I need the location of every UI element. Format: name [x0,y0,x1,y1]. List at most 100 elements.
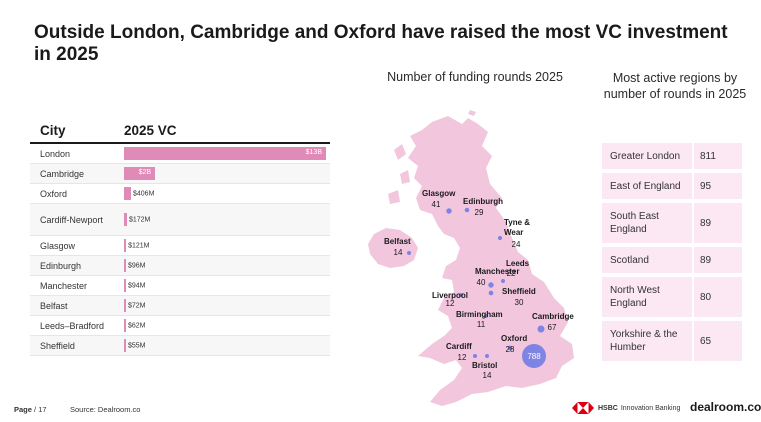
region-name: East of England [602,173,694,199]
bubble-city-label: Birmingham [456,310,503,319]
regions-title: Most active regions by number of rounds … [603,71,747,101]
region-row: Greater London 811 [602,143,742,169]
northern-ireland-shape [368,228,418,268]
hsbc-name: HSBC [598,404,618,412]
bubble-manchester [488,282,494,288]
region-row: South East England 89 [602,203,742,243]
bubble-value-label: 788 [527,352,541,361]
region-row: Scotland 89 [602,247,742,273]
region-value: 95 [700,180,712,192]
city-name: Glasgow [40,240,76,251]
bubble-value-label: 14 [483,371,492,380]
region-row: Yorkshire & the Humber 65 [602,321,742,361]
table-row: Cardiff-Newport $172M [30,204,330,236]
table-row: Sheffield $55M [30,336,330,356]
bubble-value-label: 12 [446,299,455,308]
page-label: Page [14,405,32,414]
bubble-city-label: Belfast [384,237,411,246]
bubble-value-label: 22 [507,269,516,278]
bubble-city-label: Oxford [501,334,527,343]
bubble-belfast [407,251,411,255]
regions-table: Greater London 811 East of England 95 South … [602,143,742,361]
region-value: 811 [700,150,716,162]
city-name: Belfast [40,300,68,311]
hsbc-subtitle: Innovation Banking [620,404,681,412]
table-row: Leeds–Bradford $62M [30,316,330,336]
bubble-city-label: Manchester [475,267,519,276]
vc-value-label: $72M [128,302,146,309]
bubble-city-label: Sheffield [502,287,536,296]
bubble-value-label: 29 [475,208,484,217]
bar-cell: $121M [124,236,330,255]
region-value: 89 [700,254,712,266]
page-indicator: Page / 17 [14,405,47,414]
hsbc-hexagon-icon [572,402,594,414]
bubble-value-label: 24 [512,240,521,249]
bubble-glasgow [446,208,452,214]
bar-cell: $406M [124,184,330,203]
table-row: Belfast $72M [30,296,330,316]
region-value: 65 [700,335,712,347]
bar-cell: $13B [124,144,330,163]
region-name: Yorkshire & the Humber [602,321,694,361]
bubble-city-label: Glasgow [422,189,456,198]
bar-cell: $96M [124,256,330,275]
bubble-leeds [500,278,506,284]
bar-cell: $55M [124,336,330,355]
vc-value-label: $121M [128,242,150,249]
island-shape [400,170,410,184]
bubble-cardiff [473,354,477,358]
island-shape [388,190,400,204]
bar-cell: $94M [124,276,330,295]
city-name: Cambridge [40,168,85,179]
bubble-value-label: 30 [515,298,524,307]
bubble-value-label: 40 [477,278,486,287]
bubble-layer [407,207,546,368]
city-name: Cardiff-Newport [40,214,103,225]
bar-cell: $72M [124,296,330,315]
bubble-city-label: Cardiff [446,342,472,351]
vc-rows: London $13B Cambridge $2B Oxford $406M Cardiff… [30,144,330,356]
bubble-value-label: 28 [506,345,515,354]
vc-bar [124,239,127,252]
city-name: Oxford [40,188,68,199]
col-vc-header: 2025 VC [124,122,177,138]
bar-cell: $2B [124,164,330,183]
table-row: London $13B [30,144,330,164]
hsbc-logo: HSBC Innovation Banking [572,402,680,414]
city-name: London [40,148,71,159]
vc-bar: $2B [124,167,156,180]
city-name: Edinburgh [40,260,82,271]
vc-value-label: $172M [128,216,151,223]
bubble-city-label: Tyne & Wear [504,218,530,237]
island-shape [468,110,476,116]
bubble-bristol [485,354,489,358]
bubble-city-label: Cambridge [532,312,574,321]
region-name: Greater London [602,143,694,169]
page-title: Outside London, Cambridge and Oxford hav… [34,22,728,65]
region-name: South East England [602,203,694,243]
bubble-oxford [507,345,513,351]
bubble-city-label: Bristol [472,361,497,370]
bubble-value-label: 67 [548,323,557,332]
table-row: Cambridge $2B [30,164,330,184]
vc-value-label: $62M [128,322,146,329]
bubble-cambridge [537,325,545,333]
uk-map: Glasgow 41 Edinburgh 29 Tyne & Wear 24 Belfast 1… [368,110,574,406]
vc-table-header: City 2025 VC [30,118,330,144]
region-value: 89 [700,217,712,229]
island-shape [394,144,406,160]
bubble-tyne-wear [497,235,503,241]
table-row: Oxford $406M [30,184,330,204]
vc-value-label: $13B [305,149,322,156]
vc-bar [124,279,126,292]
vc-bar [124,187,131,200]
region-name: North West England [602,277,694,317]
table-row: Glasgow $121M [30,236,330,256]
region-value: 80 [700,291,712,303]
vc-bar [124,319,126,332]
bar-cell: $172M [124,204,330,235]
source-note: Source: Dealroom.co [70,405,141,414]
city-name: Leeds–Bradford [40,320,105,331]
bubble-city-label: Edinburgh [463,197,503,206]
